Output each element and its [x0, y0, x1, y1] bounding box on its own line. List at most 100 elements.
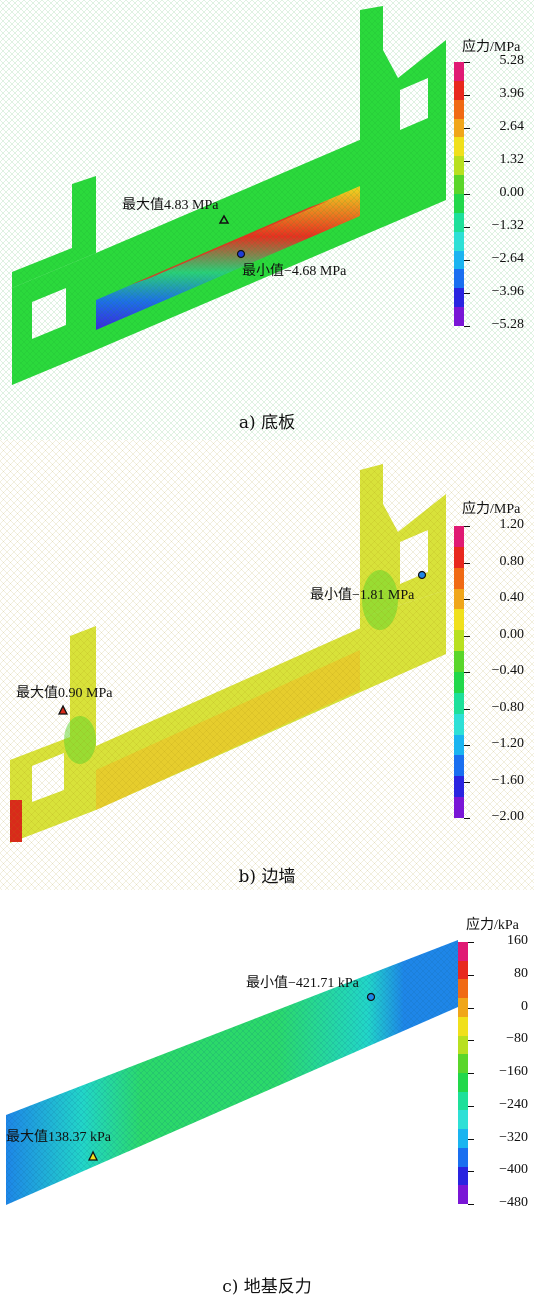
colorbar-tick-mark — [468, 1073, 474, 1074]
min-circle-icon — [417, 570, 427, 580]
colorbar-segment — [454, 307, 464, 327]
colorbar-tick-label: 0.00 — [499, 185, 525, 200]
colorbar-tick-mark — [464, 95, 470, 96]
colorbar-segment — [458, 979, 468, 999]
colorbar-segment — [454, 651, 464, 673]
colorbar-tick-mark — [464, 62, 470, 63]
max-triangle-icon — [87, 1150, 99, 1161]
colorbar — [454, 526, 464, 819]
colorbar-tick-mark — [464, 599, 470, 600]
colorbar-segment — [454, 194, 464, 214]
colorbar-segment — [454, 755, 464, 777]
panel-bottom-slab: 最大值4.83 MPa 最小值−4.68 MPa 应力/MPa 5.28 3.96… — [0, 0, 534, 440]
colorbar-tick-label: −0.80 — [491, 699, 524, 715]
colorbar-segment — [454, 567, 464, 590]
colorbar-segment — [454, 546, 464, 569]
colorbar-tick-mark — [468, 974, 474, 976]
colorbar-tick-mark — [468, 1007, 474, 1009]
side-wall-model — [0, 440, 534, 890]
colorbar-tick-label: 2.64 — [499, 119, 525, 134]
colorbar-segment — [458, 1073, 468, 1093]
colorbar-segment — [458, 1110, 468, 1130]
colorbar-segment — [458, 1147, 468, 1168]
max-triangle-icon — [218, 214, 230, 224]
colorbar-tick-mark — [464, 326, 470, 327]
colorbar-segment — [458, 998, 468, 1018]
colorbar-tick-mark — [464, 128, 470, 129]
colorbar-tick-mark — [468, 1105, 474, 1107]
colorbar-tick-mark — [464, 745, 470, 746]
colorbar-tick-label: −1.32 — [491, 218, 524, 233]
colorbar-segment — [458, 1091, 468, 1111]
colorbar-tick-mark — [468, 1204, 474, 1205]
colorbar-tick-mark — [464, 526, 470, 527]
colorbar-segment — [454, 630, 464, 652]
colorbar-tick-label: −2.00 — [491, 809, 524, 824]
colorbar-segment — [454, 99, 464, 120]
colorbar-tick-mark — [464, 708, 470, 710]
colorbar-tick-label: −80 — [506, 1031, 528, 1047]
colorbar-segment — [454, 692, 464, 715]
colorbar-segment — [454, 137, 464, 157]
colorbar — [458, 942, 468, 1205]
colorbar-tick-label: 5.28 — [499, 53, 525, 68]
colorbar-segment — [458, 960, 468, 980]
colorbar-segment — [454, 288, 464, 308]
colorbar-tick-mark — [464, 194, 470, 195]
colorbar-segment — [454, 250, 464, 270]
colorbar-tick-label: −160 — [499, 1064, 528, 1079]
max-value-label: 最大值0.90 MPa — [16, 686, 113, 701]
colorbar-segment — [454, 609, 464, 631]
colorbar-tick-label: −1.20 — [491, 736, 524, 751]
panel-side-wall: 最小值−1.81 MPa 最大值0.90 MPa 应力/MPa 1.20 0.80… — [0, 440, 534, 890]
colorbar-tick-mark — [468, 1171, 474, 1173]
colorbar-tick-mark — [468, 942, 474, 943]
colorbar-segment — [454, 734, 464, 756]
colorbar-tick-label: −320 — [499, 1129, 528, 1145]
colorbar-segment — [458, 1054, 468, 1074]
colorbar-tick-label: −2.64 — [491, 251, 524, 266]
colorbar-tick-mark — [464, 227, 470, 228]
colorbar-segment — [454, 713, 464, 736]
caption: c) 地基反力 — [222, 1277, 312, 1297]
colorbar-tick-mark — [464, 781, 470, 783]
colorbar-tick-mark — [468, 1040, 474, 1042]
colorbar-segment — [458, 1185, 468, 1205]
colorbar-segment — [454, 797, 464, 819]
max-triangle-icon — [57, 704, 69, 715]
colorbar-segment — [454, 80, 464, 101]
colorbar-segment — [454, 588, 464, 610]
caption: b) 边墙 — [238, 867, 296, 887]
min-value-label: 最小值−1.81 MPa — [310, 588, 415, 603]
colorbar-segment — [458, 1129, 468, 1149]
colorbar — [454, 62, 464, 327]
colorbar-segment — [458, 1035, 468, 1055]
max-value-label: 最大值138.37 kPa — [6, 1130, 111, 1145]
colorbar-tick-mark — [464, 818, 470, 819]
min-value-label: 最小值−421.71 kPa — [246, 976, 359, 991]
colorbar-segment — [454, 118, 464, 138]
colorbar-tick-label: 0.00 — [499, 626, 525, 642]
colorbar-tick-label: −400 — [499, 1162, 528, 1178]
colorbar-segment — [458, 942, 468, 962]
colorbar-title: 应力/MPa — [462, 502, 521, 517]
colorbar-segment — [454, 175, 464, 195]
panel-foundation-reaction: 最小值−421.71 kPa 最大值138.37 kPa 应力/kPa 160 8… — [0, 890, 534, 1305]
colorbar-tick-label: −480 — [499, 1195, 528, 1210]
caption: a) 底板 — [238, 413, 296, 433]
colorbar-segment — [454, 269, 464, 289]
colorbar-tick-label: 3.96 — [499, 86, 525, 101]
colorbar-title: 应力/MPa — [462, 40, 521, 55]
colorbar-tick-label: −0.40 — [491, 663, 524, 678]
colorbar-segment — [458, 1166, 468, 1186]
colorbar-segment — [458, 1016, 468, 1037]
min-value-label: 最小值−4.68 MPa — [242, 264, 347, 279]
colorbar-tick-label: −3.96 — [491, 284, 524, 299]
colorbar-tick-mark — [464, 672, 470, 673]
colorbar-tick-label: −5.28 — [491, 317, 524, 332]
colorbar-tick-label: 160 — [507, 933, 528, 948]
colorbar-tick-label: −240 — [499, 1096, 528, 1112]
min-circle-icon — [236, 249, 246, 259]
max-value-label: 最大值4.83 MPa — [122, 198, 219, 213]
bottom-slab-model — [0, 0, 534, 440]
